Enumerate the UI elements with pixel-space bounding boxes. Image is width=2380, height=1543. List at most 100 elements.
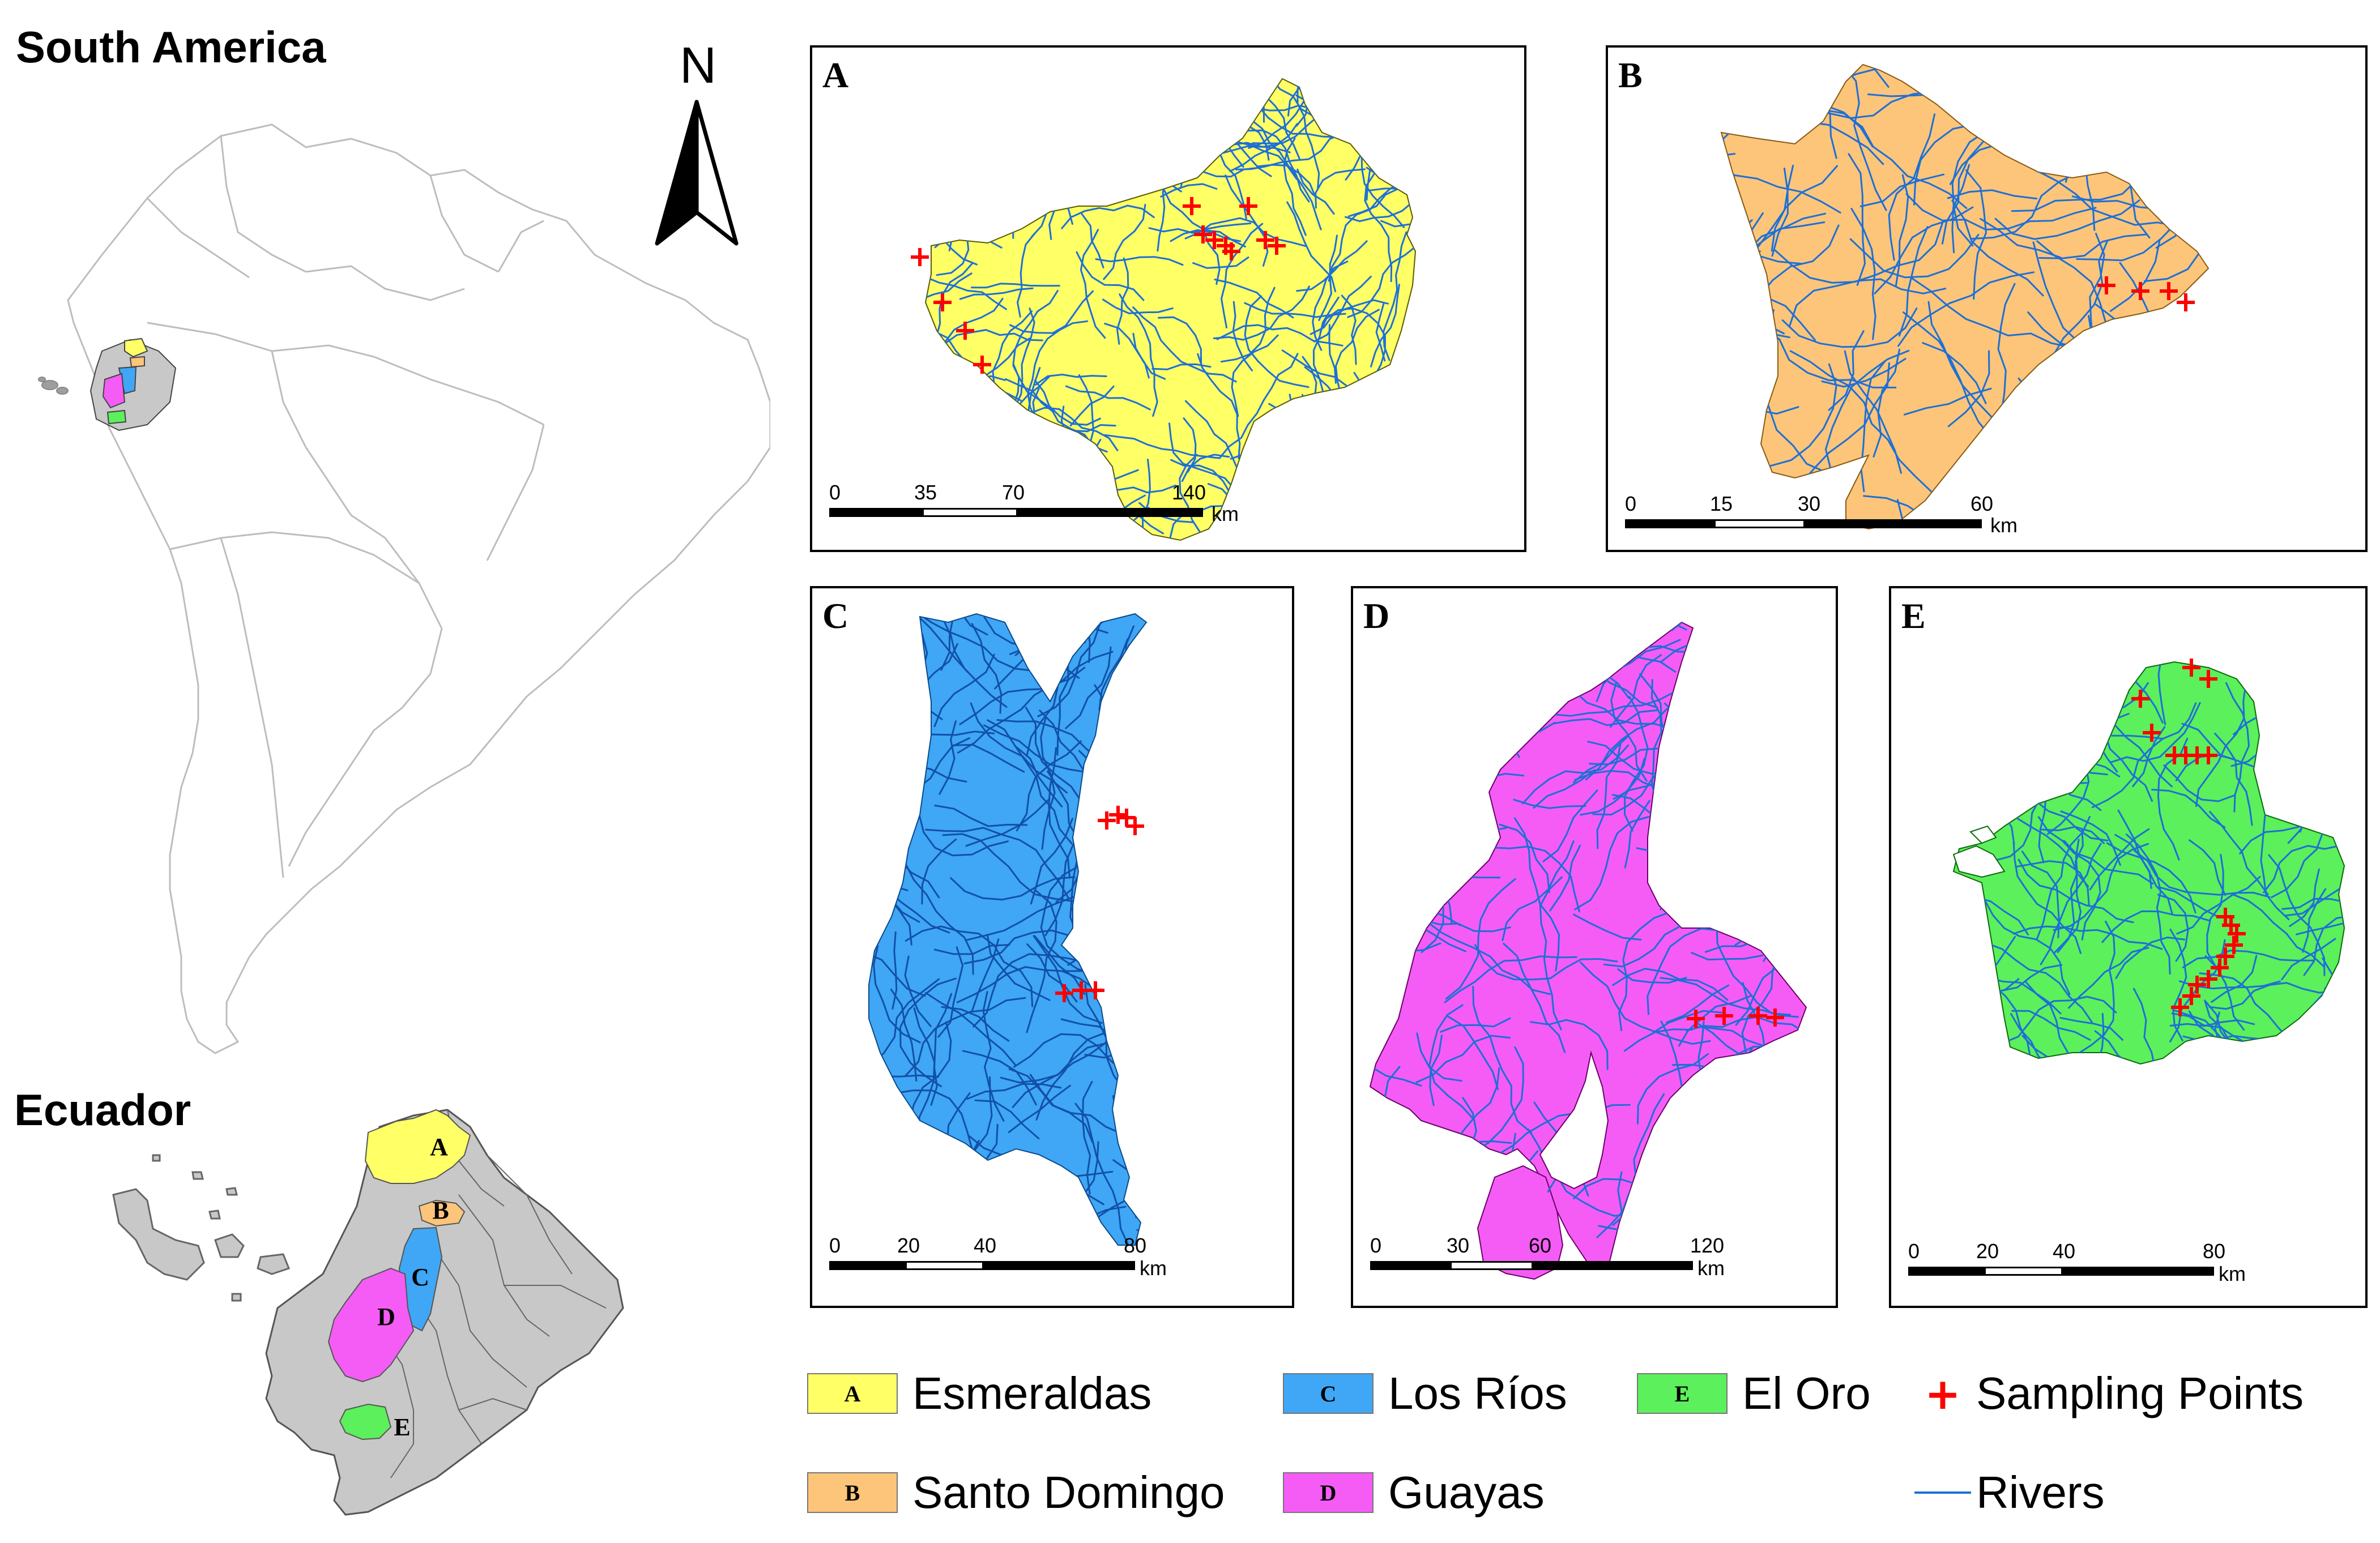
legend-item-esmeraldas: A Esmeraldas <box>807 1367 1151 1420</box>
panel-d-map <box>1369 621 1807 1280</box>
panel-d-letter: D <box>1363 596 1390 636</box>
scale-d-unit: km <box>1697 1256 1725 1280</box>
panel-b-letter: B <box>1618 55 1643 95</box>
sampling-point-marker <box>1055 984 1073 1002</box>
scale-e-unit: km <box>2219 1262 2246 1285</box>
sampling-point-marker <box>973 356 991 374</box>
scale-e-tick-3: 80 <box>2203 1239 2226 1263</box>
sampling-point-marker <box>1109 806 1127 824</box>
sampling-point-marker <box>1715 1007 1733 1025</box>
sampling-point-marker <box>933 293 952 311</box>
sampling-point-marker <box>911 248 929 266</box>
ecuador-title: Ecuador <box>14 1085 191 1135</box>
sampling-point-marker <box>2143 724 2161 742</box>
legend-swatch-e: E <box>1637 1373 1728 1414</box>
panel-e-map <box>1952 659 2345 1065</box>
scale-d-tick-3: 120 <box>1690 1234 1725 1257</box>
inset-label-a: A <box>430 1133 448 1161</box>
scale-d-tick-1: 30 <box>1447 1234 1470 1257</box>
sampling-point-icon: + <box>1925 1368 1961 1419</box>
legend-swatch-d: D <box>1283 1472 1374 1513</box>
sampling-point-marker <box>1098 811 1116 830</box>
sampling-point-marker <box>2131 282 2149 300</box>
sampling-point-marker <box>1687 1010 1705 1028</box>
scale-a-tick-0: 0 <box>829 481 841 504</box>
scale-c-tick-2: 40 <box>974 1234 997 1257</box>
panel-a: A 0 35 70 140 km <box>810 45 1526 552</box>
scale-a-tick-2: 70 <box>1002 481 1025 504</box>
sampling-point-marker <box>2171 998 2189 1016</box>
legend-swatch-a: A <box>807 1373 898 1414</box>
legend-item-los-rios: C Los Ríos <box>1283 1367 1567 1420</box>
scale-c-unit: km <box>1140 1256 1167 1280</box>
scale-c-tick-0: 0 <box>829 1234 841 1257</box>
south-america-map <box>38 123 770 1054</box>
panel-d: D 0 30 60 120 km <box>1351 586 1838 1308</box>
north-arrow-icon <box>655 100 739 246</box>
sampling-point-marker <box>2097 276 2115 294</box>
panel-a-map <box>911 78 1417 541</box>
scale-a-tick-1: 35 <box>914 481 937 504</box>
sampling-point-marker <box>1239 197 1257 215</box>
scale-b-unit: km <box>1990 514 2018 537</box>
legend-label-los-rios: Los Ríos <box>1388 1368 1567 1418</box>
legend-label-guayas: Guayas <box>1388 1467 1545 1518</box>
sampling-point-marker <box>2188 976 2206 994</box>
scale-a-unit: km <box>1212 502 1239 525</box>
panel-c-map <box>868 613 1148 1246</box>
sampling-point-marker <box>2160 282 2178 300</box>
scale-e-tick-1: 20 <box>1976 1239 1999 1263</box>
sampling-point-marker <box>1766 1008 1784 1027</box>
panel-c: C 0 20 40 80 km <box>810 586 1294 1308</box>
scale-b-tick-0: 0 <box>1625 492 1637 515</box>
scale-d-tick-0: 0 <box>1370 1234 1382 1257</box>
scale-c-tick-3: 80 <box>1124 1234 1147 1257</box>
inset-label-b: B <box>432 1196 449 1224</box>
sampling-point-marker <box>2211 959 2229 977</box>
legend-label-rivers: Rivers <box>1976 1467 2105 1518</box>
legend-label-santo-domingo: Santo Domingo <box>912 1467 1225 1518</box>
inset-label-e: E <box>394 1413 410 1441</box>
sampling-point-marker <box>1118 809 1136 827</box>
legend-item-rivers: Rivers <box>1912 1467 2105 1519</box>
sampling-point-marker <box>2182 987 2200 1005</box>
north-label: N <box>680 37 716 94</box>
sampling-point-marker <box>1194 225 1212 243</box>
sampling-point-marker <box>1183 197 1201 215</box>
river-line-icon <box>1912 1472 1974 1513</box>
panel-a-letter: A <box>822 55 849 95</box>
inset-label-d: D <box>377 1303 395 1331</box>
scale-e-tick-0: 0 <box>1908 1239 1920 1263</box>
scale-b-tick-1: 15 <box>1710 492 1733 515</box>
panel-b-map <box>1720 63 2210 530</box>
sampling-point-marker <box>2225 936 2243 954</box>
legend-label-sampling-points: Sampling Points <box>1976 1368 2304 1418</box>
panel-b: B 0 15 30 60 km <box>1606 45 2368 552</box>
legend-swatch-b: B <box>807 1472 898 1513</box>
panel-e-letter: E <box>1901 596 1926 636</box>
scale-e-tick-2: 40 <box>2053 1239 2076 1263</box>
sampling-point-marker <box>2182 659 2200 677</box>
scale-b-tick-3: 60 <box>1970 492 1994 515</box>
inset-label-c: C <box>411 1263 429 1291</box>
scale-a-tick-3: 140 <box>1172 481 1206 504</box>
legend-item-guayas: D Guayas <box>1283 1467 1545 1519</box>
sampling-point-marker <box>2177 293 2195 311</box>
legend-swatch-c: C <box>1283 1373 1374 1414</box>
south-america-title: South America <box>16 22 326 72</box>
sampling-point-marker <box>2131 690 2149 708</box>
panel-c-letter: C <box>822 596 849 636</box>
legend-item-sampling-points: + Sampling Points <box>1912 1367 2304 1420</box>
sampling-point-marker <box>1749 1007 1767 1025</box>
sampling-point-marker <box>1126 817 1144 835</box>
sampling-point-marker <box>1268 237 1286 255</box>
legend-label-el-oro: El Oro <box>1742 1368 1871 1418</box>
sampling-point-marker <box>2216 947 2234 965</box>
sampling-point-marker <box>1205 231 1223 249</box>
sampling-point-marker <box>1222 242 1240 260</box>
ecuador-map: A B C D E <box>112 1109 624 1516</box>
sampling-point-marker <box>1256 231 1274 249</box>
sampling-point-marker <box>956 322 974 340</box>
scale-c-tick-1: 20 <box>897 1234 920 1257</box>
